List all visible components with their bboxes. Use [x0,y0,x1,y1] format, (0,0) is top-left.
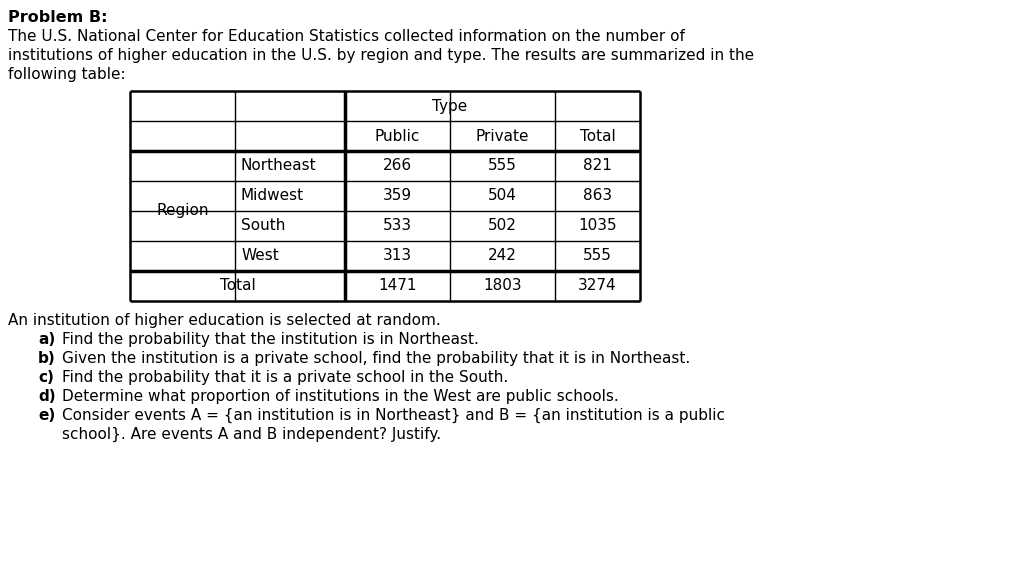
Text: The U.S. National Center for Education Statistics collected information on the n: The U.S. National Center for Education S… [8,29,684,44]
Text: following table:: following table: [8,67,125,82]
Text: Find the probability that it is a private school in the South.: Find the probability that it is a privat… [62,370,509,385]
Text: Total: Total [219,279,256,293]
Text: Region: Region [157,204,208,218]
Text: institutions of higher education in the U.S. by region and type. The results are: institutions of higher education in the … [8,48,754,63]
Text: 266: 266 [383,158,412,173]
Text: West: West [241,249,279,264]
Text: 555: 555 [583,249,612,264]
Text: An institution of higher education is selected at random.: An institution of higher education is se… [8,313,441,328]
Text: Type: Type [433,98,468,113]
Text: South: South [241,218,285,233]
Text: 3274: 3274 [578,279,617,293]
Text: Midwest: Midwest [241,189,304,204]
Text: Find the probability that the institution is in Northeast.: Find the probability that the institutio… [62,332,479,347]
Text: 555: 555 [488,158,517,173]
Text: Private: Private [476,129,529,144]
Text: 1803: 1803 [483,279,522,293]
Text: Problem B:: Problem B: [8,10,107,25]
Text: Consider events A = {an institution is in Northeast} and B = {an institution is : Consider events A = {an institution is i… [62,408,725,423]
Text: school}. Are events A and B independent? Justify.: school}. Are events A and B independent?… [62,427,441,442]
Text: 359: 359 [383,189,412,204]
Text: 863: 863 [583,189,612,204]
Text: 242: 242 [488,249,517,264]
Text: Determine what proportion of institutions in the West are public schools.: Determine what proportion of institution… [62,389,619,404]
Text: 1035: 1035 [578,218,617,233]
Text: d): d) [38,389,56,404]
Text: Total: Total [579,129,616,144]
Text: 533: 533 [383,218,412,233]
Text: 313: 313 [383,249,412,264]
Text: Northeast: Northeast [241,158,316,173]
Text: Public: Public [375,129,421,144]
Text: 502: 502 [488,218,517,233]
Text: 504: 504 [488,189,517,204]
Text: 1471: 1471 [378,279,417,293]
Text: c): c) [38,370,54,385]
Text: a): a) [38,332,56,347]
Text: b): b) [38,351,56,366]
Text: 821: 821 [583,158,612,173]
Text: Given the institution is a private school, find the probability that it is in No: Given the institution is a private schoo… [62,351,691,366]
Text: e): e) [38,408,56,423]
